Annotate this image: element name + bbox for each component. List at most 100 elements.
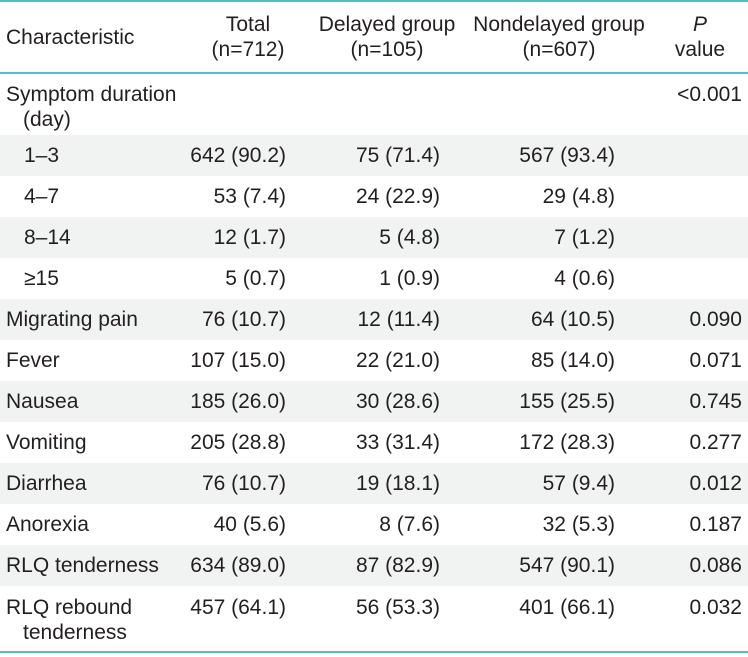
table-row: Anorexia 40 (5.6) 8 (7.6) 32 (5.3) 0.187 [0,504,748,545]
cell-total: 5 (0.7) [225,267,286,290]
cell-total: 107 (15.0) [190,349,286,372]
cell-pvalue: <0.001 [677,83,742,106]
row-label: Symptom duration (day) [0,73,188,135]
cell-pvalue: 0.277 [689,431,742,454]
cell-nondelayed: 64 (10.5) [466,299,652,340]
cell-total [188,73,308,135]
cell-nondelayed: 567 (93.4) [466,135,652,176]
table-header-row: Characteristic Total (n=712) Delayed gro… [0,1,748,73]
cell-delayed: 19 (18.1) [308,463,466,504]
cell-pvalue: 0.745 [652,381,748,422]
row-label: Fever [6,349,60,372]
header-delayed-label: Delayed group [318,13,456,36]
row-label-text: 8–14 [24,226,71,249]
table-row: Nausea 185 (26.0) 30 (28.6) 155 (25.5) 0… [0,381,748,422]
row-label: Diarrhea [0,463,188,504]
cell-total: 76 (10.7) [188,463,308,504]
row-label-line2: (day) [23,108,71,131]
table-row: 8–14 12 (1.7) 5 (4.8) 7 (1.2) [0,217,748,258]
row-label: Anorexia [6,513,89,536]
cell-delayed: 12 (11.4) [308,299,466,340]
header-pvalue-value: value [674,38,726,61]
header-total-n: (n=712) [211,38,285,61]
cell-nondelayed: 172 (28.3) [519,431,615,454]
cell-delayed: 8 (7.6) [379,513,440,536]
row-label: RLQ tenderness [0,545,188,586]
row-label-line1: RLQ rebound [6,596,133,619]
table-row: 1–3 642 (90.2) 75 (71.4) 567 (93.4) [0,135,748,176]
row-label-text: ≥15 [24,267,59,290]
cell-nondelayed: 32 (5.3) [542,513,615,536]
cell-total: 457 (64.1) [190,596,286,619]
row-label: RLQ rebound tenderness [0,586,188,652]
cell-nondelayed: 401 (66.1) [519,596,615,619]
header-delayed-n: (n=105) [350,38,424,61]
header-pvalue-p: P [692,13,707,36]
cell-nondelayed: 85 (14.0) [530,349,615,372]
cell-delayed: 24 (22.9) [355,185,440,208]
header-nondelayed: Nondelayed group (n=607) [466,1,652,73]
cell-delayed: 33 (31.4) [355,431,440,454]
cell-pvalue: 0.012 [652,463,748,504]
cell-delayed: 5 (4.8) [308,217,466,258]
cell-delayed: 30 (28.6) [308,381,466,422]
row-label: Nausea [0,381,188,422]
cell-delayed [308,73,466,135]
cell-delayed: 87 (82.9) [308,545,466,586]
cell-total: 12 (1.7) [188,217,308,258]
row-label: 8–14 [0,217,188,258]
row-label: 1–3 [0,135,188,176]
cell-nondelayed: 57 (9.4) [466,463,652,504]
cell-total: 185 (26.0) [188,381,308,422]
cell-delayed: 75 (71.4) [308,135,466,176]
header-delayed: Delayed group (n=105) [308,1,466,73]
header-nondelayed-label: Nondelayed group [473,13,645,36]
table-row: 4–7 53 (7.4) 24 (22.9) 29 (4.8) [0,176,748,217]
cell-pvalue: 0.071 [689,349,742,372]
table-row: Symptom duration (day) <0.001 [0,73,748,135]
cell-total: 76 (10.7) [188,299,308,340]
cell-pvalue: 0.086 [652,545,748,586]
cell-nondelayed: 4 (0.6) [554,267,615,290]
cell-delayed: 56 (53.3) [355,596,440,619]
row-label-line1: Symptom duration [6,83,177,106]
table-row: RLQ tenderness 634 (89.0) 87 (82.9) 547 … [0,545,748,586]
cell-total: 642 (90.2) [188,135,308,176]
table-row: ≥15 5 (0.7) 1 (0.9) 4 (0.6) [0,258,748,299]
table-row: Migrating pain 76 (10.7) 12 (11.4) 64 (1… [0,299,748,340]
row-label-text: 1–3 [24,144,60,167]
row-label-text: 4–7 [24,185,60,208]
cell-total: 634 (89.0) [188,545,308,586]
table-row: RLQ rebound tenderness 457 (64.1) 56 (53… [0,586,748,652]
cell-total: 53 (7.4) [213,185,286,208]
table-row: Diarrhea 76 (10.7) 19 (18.1) 57 (9.4) 0.… [0,463,748,504]
row-label: Vomiting [6,431,87,454]
cell-delayed: 22 (21.0) [355,349,440,372]
cell-pvalue [652,135,748,176]
cell-nondelayed [466,73,652,135]
cell-pvalue: 0.090 [652,299,748,340]
row-label-line2: tenderness [23,621,127,644]
cell-total: 40 (5.6) [213,513,286,536]
cell-pvalue [652,176,748,217]
cell-pvalue [652,217,748,258]
cell-nondelayed: 547 (90.1) [466,545,652,586]
header-total-label: Total [225,13,271,36]
row-label: ≥15 [0,258,188,299]
cell-pvalue: 0.032 [689,596,742,619]
cell-nondelayed: 155 (25.5) [466,381,652,422]
table-row: Vomiting 205 (28.8) 33 (31.4) 172 (28.3)… [0,422,748,463]
cell-total: 205 (28.8) [190,431,286,454]
cell-pvalue [652,258,748,299]
cell-nondelayed: 29 (4.8) [542,185,615,208]
cell-nondelayed: 7 (1.2) [466,217,652,258]
row-label: 4–7 [0,176,188,217]
row-label: Migrating pain [0,299,188,340]
cell-pvalue: 0.187 [689,513,742,536]
header-characteristic: Characteristic [6,25,135,49]
header-nondelayed-n: (n=607) [522,38,596,61]
table-row: Fever 107 (15.0) 22 (21.0) 85 (14.0) 0.0… [0,340,748,381]
header-total: Total (n=712) [188,1,308,73]
